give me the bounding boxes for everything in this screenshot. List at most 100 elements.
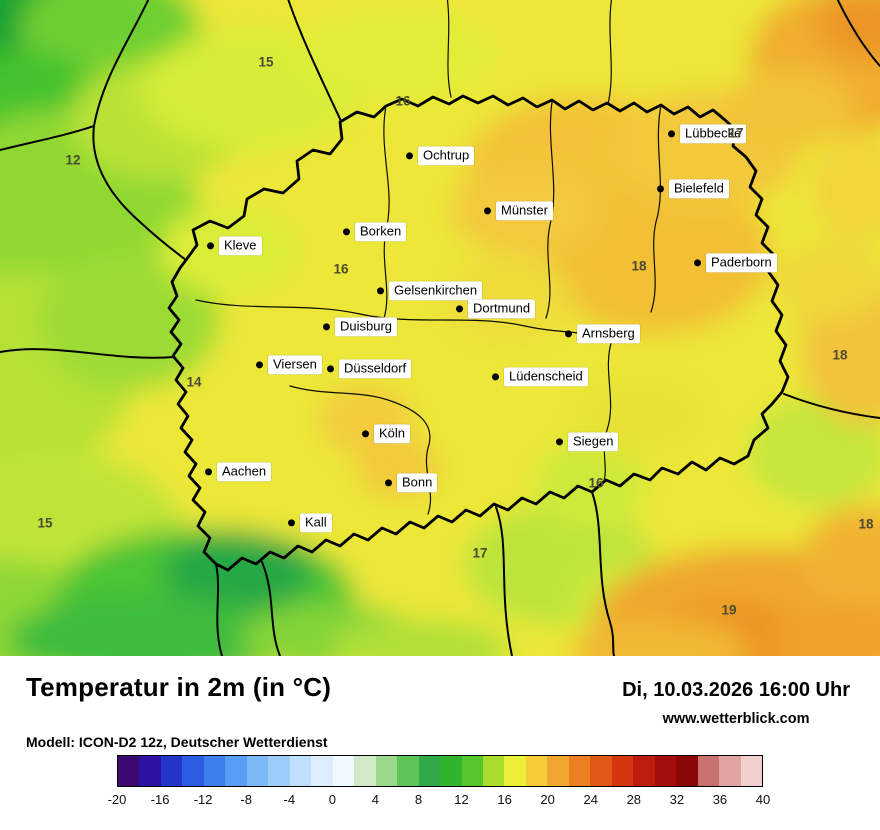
city-label: Münster	[496, 201, 553, 221]
city-dot-icon	[556, 438, 563, 446]
colorbar-tick-label: -16	[150, 792, 170, 807]
city-dot-icon	[323, 323, 330, 331]
city-dot-icon	[288, 519, 295, 527]
city-label: Lüdenscheid	[504, 367, 588, 387]
city-marker: Bielefeld	[657, 179, 729, 199]
colorbar-segment	[440, 756, 462, 786]
colorbar-segment	[482, 756, 505, 786]
temperature-value-label: 17	[728, 125, 744, 141]
colorbar-segments	[117, 755, 763, 787]
city-marker: Kleve	[207, 236, 262, 256]
colorbar-tick-label: -4	[283, 792, 296, 807]
colorbar-tick-label: 20	[540, 792, 555, 807]
colorbar-segment	[311, 756, 333, 786]
footer-panel: Temperatur in 2m (in °C) Di, 10.03.2026 …	[0, 656, 880, 830]
temperature-value-label: 16	[395, 93, 411, 109]
colorbar-tick-label: 16	[497, 792, 512, 807]
colorbar-segment	[590, 756, 612, 786]
colorbar-tick-label: 36	[712, 792, 728, 807]
colorbar-segment	[568, 756, 591, 786]
city-marker: Düsseldorf	[327, 359, 412, 379]
city-marker: Gelsenkirchen	[377, 281, 483, 301]
city-label: Bonn	[397, 473, 438, 493]
city-dot-icon	[484, 207, 491, 215]
city-label: Düsseldorf	[339, 359, 412, 379]
colorbar-tick-label: -12	[193, 792, 213, 807]
temperature-value-label: 18	[858, 516, 874, 532]
colorbar-segment	[203, 756, 226, 786]
colorbar-tick-label: 12	[454, 792, 469, 807]
city-marker: Borken	[343, 222, 407, 242]
colorbar-segment	[160, 756, 183, 786]
city-label: Duisburg	[335, 317, 398, 337]
colorbar-tick-label: -20	[107, 792, 127, 807]
colorbar-segment	[504, 756, 526, 786]
colorbar-segment	[268, 756, 290, 786]
city-label: Paderborn	[706, 253, 777, 273]
city-dot-icon	[492, 373, 499, 381]
colorbar-segment	[289, 756, 312, 786]
city-marker: Viersen	[256, 355, 322, 375]
colorbar-tick-label: 8	[414, 792, 423, 807]
city-dot-icon	[207, 242, 214, 250]
temperature-colorbar: -20 -16 -12 -8 -4 0 4 8 12 16 20 24 28 32 36 40	[108, 755, 771, 810]
colorbar-segment	[654, 756, 677, 786]
colorbar-segment	[697, 756, 720, 786]
city-marker: Duisburg	[323, 317, 398, 337]
colorbar-segment	[611, 756, 634, 786]
city-label: Siegen	[568, 432, 619, 452]
city-layer: Ochtrup Lübbecke Bielefeld Münster Borken Kle…	[37, 55, 874, 618]
temperature-field-map	[0, 0, 880, 656]
city-marker: Köln	[362, 424, 411, 444]
city-label: Köln	[374, 424, 411, 444]
colorbar-segment	[525, 756, 548, 786]
temperature-value-label: 14	[186, 374, 202, 390]
colorbar-ticks: -20 -16 -12 -8 -4 0 4 8 12 16 20 24 28 32 36 40	[108, 792, 771, 810]
city-dot-icon	[668, 130, 675, 138]
city-dot-icon	[565, 330, 572, 338]
temperature-value-label: 15	[37, 515, 53, 531]
colorbar-segment	[118, 756, 140, 786]
temperature-value-label: 16	[588, 475, 604, 491]
colorbar-segment	[139, 756, 161, 786]
colorbar-tick-label: 0	[328, 792, 336, 807]
city-label: Aachen	[217, 462, 272, 482]
colorbar-segment	[246, 756, 269, 786]
colorbar-segment	[332, 756, 355, 786]
city-marker: Aachen	[205, 462, 272, 482]
city-marker: Paderborn	[694, 253, 777, 273]
city-dot-icon	[385, 479, 392, 487]
colorbar-segment	[397, 756, 419, 786]
colorbar-segment	[740, 756, 763, 786]
colorbar-segment	[676, 756, 698, 786]
city-marker: Bonn	[385, 473, 438, 493]
colorbar-segment	[375, 756, 398, 786]
city-dot-icon	[327, 365, 334, 373]
map-container: Ochtrup Lübbecke Bielefeld Münster Borken Kle…	[0, 0, 880, 656]
colorbar-segment	[633, 756, 655, 786]
temperature-value-label: 12	[65, 152, 81, 168]
city-label: Arnsberg	[577, 324, 640, 344]
temperature-value-label: 16	[333, 261, 349, 277]
city-label: Kall	[300, 513, 332, 533]
city-label: Gelsenkirchen	[389, 281, 483, 301]
border-lines	[0, 0, 880, 656]
city-dot-icon	[456, 305, 463, 313]
colorbar-segment	[461, 756, 483, 786]
temperature-value-label: 19	[721, 602, 737, 618]
colorbar-segment	[547, 756, 569, 786]
temperature-value-label: 18	[832, 347, 848, 363]
temperature-value-label: 17	[472, 545, 488, 561]
city-dot-icon	[406, 152, 413, 160]
colorbar-tick-label: 24	[583, 792, 598, 807]
colorbar-segment	[719, 756, 741, 786]
city-dot-icon	[377, 287, 384, 295]
city-marker: Lüdenscheid	[492, 367, 588, 387]
city-dot-icon	[205, 468, 212, 476]
city-marker: Ochtrup	[406, 146, 475, 166]
city-marker: Lübbecke	[668, 124, 747, 144]
city-marker: Kall	[288, 513, 332, 533]
city-label: Dortmund	[468, 299, 536, 319]
colorbar-tick-label: 4	[371, 792, 380, 807]
city-label: Viersen	[268, 355, 322, 375]
